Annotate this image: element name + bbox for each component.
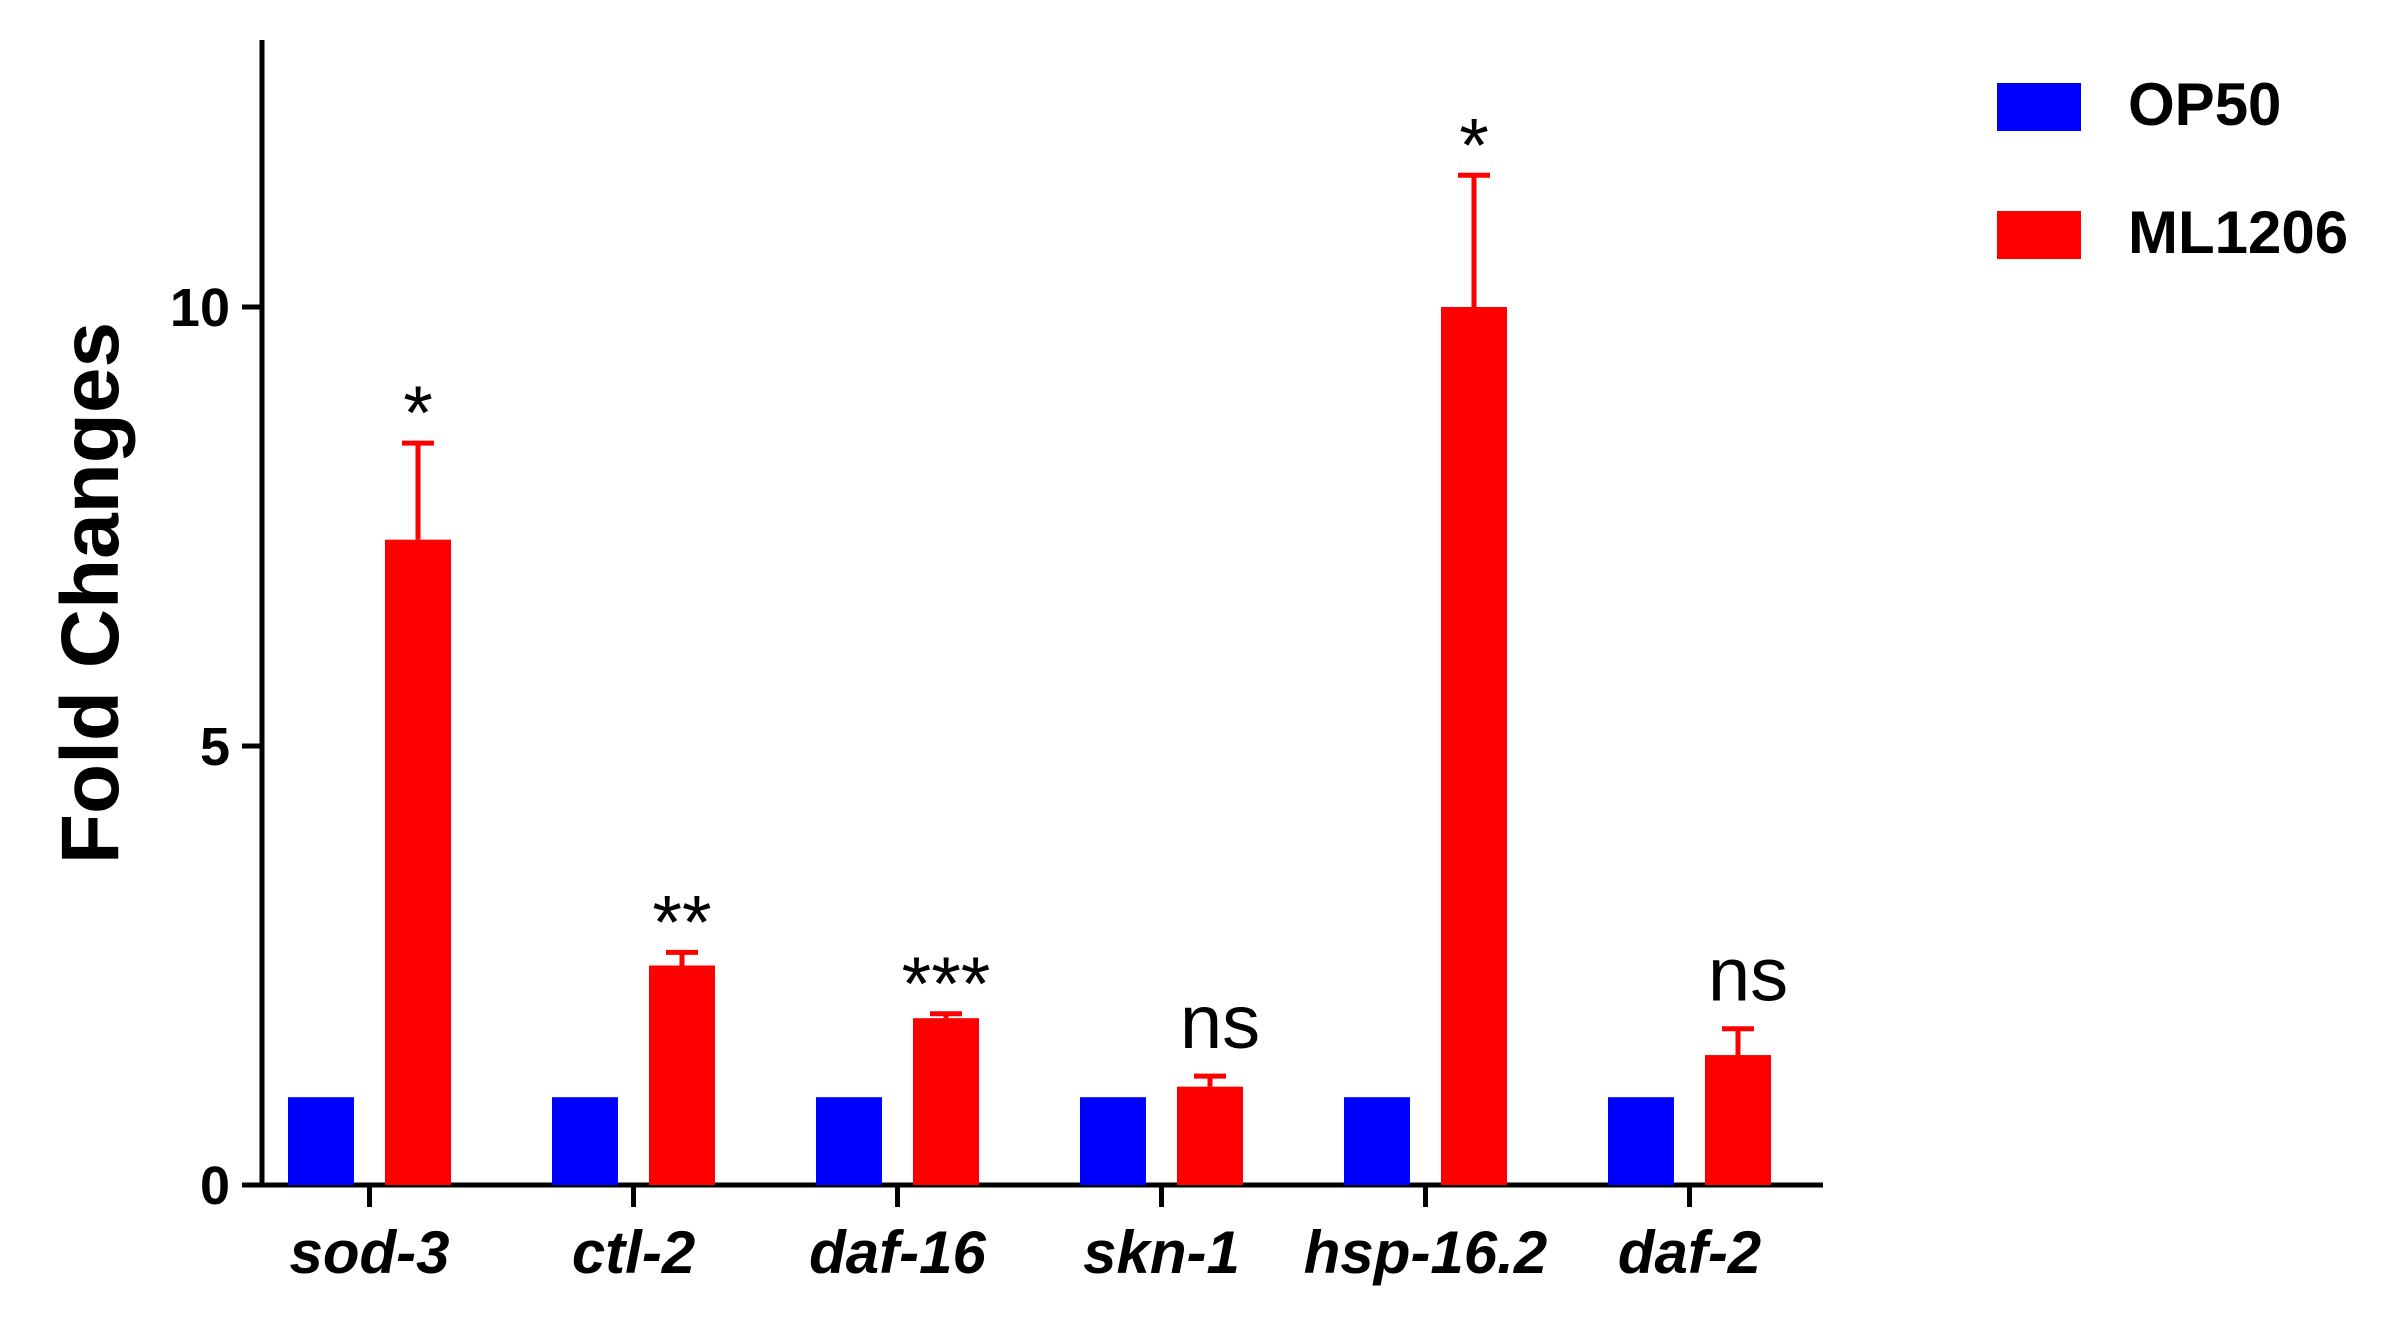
bar-ml1206-sod-3 bbox=[385, 539, 451, 1185]
legend-label-op50: OP50 bbox=[2128, 71, 2281, 138]
bar-ml1206-daf-2 bbox=[1705, 1055, 1771, 1185]
y-axis-title: Fold Changes bbox=[45, 322, 136, 864]
error-bars bbox=[402, 172, 1754, 1087]
x-tick-label: sod-3 bbox=[289, 1219, 449, 1286]
bar-op50-sod-3 bbox=[288, 1097, 354, 1185]
x-tick-label: daf-2 bbox=[1618, 1219, 1761, 1286]
x-tick-label: hsp-16.2 bbox=[1304, 1219, 1547, 1286]
significance-label: *** bbox=[902, 942, 991, 1027]
bar-op50-ctl-2 bbox=[552, 1097, 618, 1185]
bar-op50-daf-2 bbox=[1608, 1097, 1674, 1185]
significance-label: ns bbox=[1708, 933, 1788, 1018]
y-tick-label: 10 bbox=[170, 278, 230, 338]
bar-op50-hsp-16.2 bbox=[1344, 1097, 1410, 1185]
y-tick-label: 0 bbox=[200, 1156, 230, 1216]
bar-op50-daf-16 bbox=[816, 1097, 882, 1185]
bar-op50-skn-1 bbox=[1080, 1097, 1146, 1185]
significance-label: ns bbox=[1180, 980, 1260, 1065]
legend-swatch-ml1206 bbox=[1997, 211, 2081, 259]
significance-annotations: ****** ns*ns bbox=[403, 103, 1788, 1065]
y-tick-label: 5 bbox=[200, 717, 230, 777]
legend-swatch-op50 bbox=[1997, 83, 2081, 131]
bar-ml1206-skn-1 bbox=[1177, 1086, 1243, 1185]
bars bbox=[288, 307, 1771, 1185]
significance-label: * bbox=[1459, 103, 1489, 188]
legend: OP50 ML1206 bbox=[1997, 71, 2348, 266]
tick-labels: 0 5 10 sod-3 ctl-2 daf-16 skn-1 hsp-16.2 daf-2 bbox=[170, 278, 1761, 1286]
significance-label: * bbox=[403, 371, 433, 456]
axes bbox=[242, 40, 1823, 1207]
x-tick-label: ctl-2 bbox=[572, 1219, 695, 1286]
significance-label: ** bbox=[652, 880, 711, 965]
x-tick-label: skn-1 bbox=[1083, 1219, 1240, 1286]
bar-ml1206-hsp-16.2 bbox=[1441, 307, 1507, 1185]
legend-label-ml1206: ML1206 bbox=[2128, 199, 2348, 266]
bar-ml1206-ctl-2 bbox=[649, 965, 715, 1185]
x-tick-label: daf-16 bbox=[809, 1219, 986, 1286]
bar-ml1206-daf-16 bbox=[913, 1018, 979, 1185]
